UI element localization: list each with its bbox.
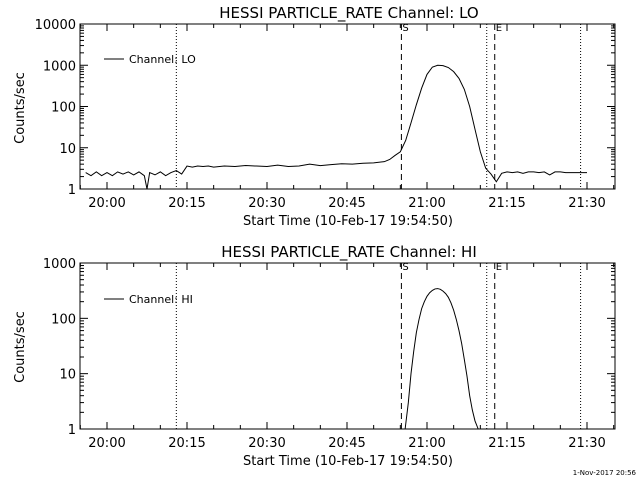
y-tick-label: 10000 bbox=[35, 18, 76, 33]
x-tick-label: 20:00 bbox=[88, 436, 125, 451]
x-tick-label: 20:30 bbox=[248, 196, 285, 211]
chart-title: HESSI PARTICLE_RATE Channel: HI bbox=[221, 243, 477, 262]
marker-label-E: E bbox=[496, 262, 502, 273]
x-tick-label: 20:15 bbox=[168, 436, 205, 451]
legend-entry: Channel: LO bbox=[129, 53, 196, 66]
x-tick-label: 21:30 bbox=[568, 436, 605, 451]
chart-panel-lo: HESSI PARTICLE_RATE Channel: LO Counts/s… bbox=[13, 4, 616, 229]
x-tick-label: 21:30 bbox=[568, 196, 605, 211]
x-axis-label: Start Time (10-Feb-17 19:54:50) bbox=[243, 454, 453, 469]
legend: Channel: HI bbox=[104, 293, 193, 306]
series-line bbox=[404, 288, 479, 430]
marker-label-S: S bbox=[402, 23, 408, 34]
y-tick-label: 100 bbox=[51, 101, 76, 116]
x-tick-label: 21:00 bbox=[408, 196, 445, 211]
x-tick-label: 21:15 bbox=[488, 196, 525, 211]
marker-label-E: E bbox=[496, 23, 502, 34]
series-line bbox=[85, 64, 587, 190]
y-axis-label: Counts/sec bbox=[13, 72, 28, 144]
x-axis-label: Start Time (10-Feb-17 19:54:50) bbox=[243, 214, 453, 229]
y-tick-label: 10 bbox=[59, 142, 76, 157]
x-tick-label: 21:15 bbox=[488, 436, 525, 451]
y-tick-label: 100 bbox=[51, 312, 76, 327]
x-tick-label: 20:30 bbox=[248, 436, 285, 451]
x-tick-label: 20:15 bbox=[168, 196, 205, 211]
x-tick-label: 20:45 bbox=[328, 196, 365, 211]
footer-timestamp: 1-Nov-2017 20:56 bbox=[573, 469, 637, 477]
marker-label-S: S bbox=[402, 262, 408, 273]
y-tick-label: 1 bbox=[68, 183, 76, 198]
y-tick-label: 10 bbox=[59, 368, 76, 383]
legend: Channel: LO bbox=[104, 53, 196, 66]
chart-title: HESSI PARTICLE_RATE Channel: LO bbox=[219, 4, 478, 23]
chart-panel-hi: HESSI PARTICLE_RATE Channel: HI Counts/s… bbox=[13, 243, 616, 469]
x-tick-label: 20:45 bbox=[328, 436, 365, 451]
y-axis-label: Counts/sec bbox=[13, 311, 28, 383]
x-tick-label: 21:00 bbox=[408, 436, 445, 451]
y-tick-label: 1 bbox=[68, 423, 76, 438]
y-tick-label: 1000 bbox=[43, 257, 76, 272]
x-tick-label: 20:00 bbox=[88, 196, 125, 211]
legend-entry: Channel: HI bbox=[129, 293, 193, 306]
y-tick-label: 1000 bbox=[43, 59, 76, 74]
plot-frame bbox=[79, 262, 616, 430]
